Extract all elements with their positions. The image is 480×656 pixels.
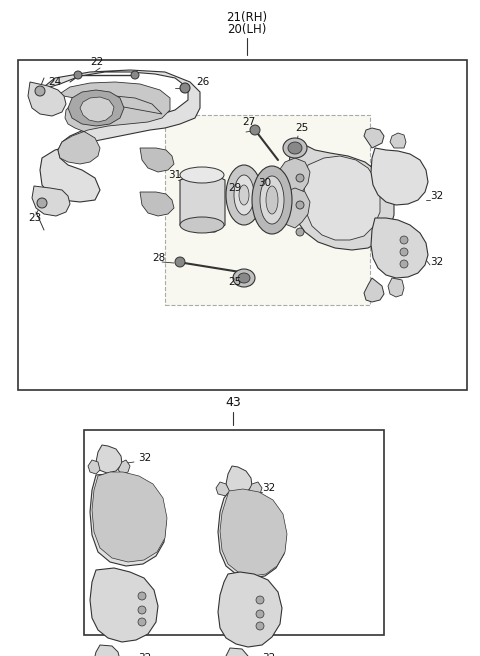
Circle shape: [37, 198, 47, 208]
Polygon shape: [58, 82, 170, 164]
Polygon shape: [220, 489, 287, 576]
Polygon shape: [226, 466, 252, 495]
Text: 30: 30: [258, 178, 271, 188]
Circle shape: [296, 228, 304, 236]
Text: 32: 32: [430, 191, 443, 201]
Polygon shape: [216, 482, 230, 496]
Ellipse shape: [260, 176, 284, 224]
Text: 25: 25: [228, 277, 241, 287]
Ellipse shape: [233, 269, 255, 287]
Circle shape: [138, 592, 146, 600]
Ellipse shape: [266, 186, 278, 214]
Ellipse shape: [283, 138, 307, 158]
Polygon shape: [278, 188, 310, 228]
Ellipse shape: [234, 175, 254, 215]
Polygon shape: [140, 148, 174, 172]
Ellipse shape: [226, 165, 262, 225]
Text: 28: 28: [152, 253, 165, 263]
Text: 29: 29: [228, 183, 241, 193]
Ellipse shape: [180, 217, 224, 233]
Polygon shape: [118, 460, 130, 474]
Polygon shape: [88, 460, 100, 474]
Polygon shape: [96, 445, 122, 473]
Circle shape: [256, 610, 264, 618]
Text: 23: 23: [28, 213, 41, 223]
Ellipse shape: [239, 185, 249, 205]
Text: 24: 24: [48, 77, 61, 87]
Circle shape: [180, 83, 190, 93]
Ellipse shape: [288, 142, 302, 154]
Ellipse shape: [252, 166, 292, 234]
Circle shape: [35, 86, 45, 96]
Polygon shape: [68, 90, 124, 126]
Circle shape: [256, 596, 264, 604]
Polygon shape: [218, 491, 286, 578]
Circle shape: [74, 71, 82, 79]
Bar: [165, 115, 370, 305]
Circle shape: [400, 236, 408, 244]
Text: 22: 22: [90, 57, 103, 67]
Polygon shape: [90, 568, 158, 642]
Polygon shape: [388, 278, 404, 297]
Text: 32: 32: [262, 483, 275, 493]
Circle shape: [131, 71, 139, 79]
Circle shape: [296, 174, 304, 182]
Polygon shape: [40, 70, 200, 202]
Polygon shape: [304, 156, 380, 240]
Text: 31: 31: [168, 170, 181, 180]
Text: 21(RH): 21(RH): [227, 12, 267, 24]
Circle shape: [400, 260, 408, 268]
Circle shape: [296, 201, 304, 209]
Text: 27: 27: [242, 117, 255, 127]
Polygon shape: [390, 133, 406, 148]
Polygon shape: [288, 140, 394, 250]
Circle shape: [138, 606, 146, 614]
Polygon shape: [28, 82, 66, 116]
Text: 32: 32: [430, 257, 443, 267]
Polygon shape: [248, 482, 262, 496]
Text: 25: 25: [295, 123, 308, 133]
Polygon shape: [224, 648, 250, 656]
Polygon shape: [140, 192, 174, 216]
Text: 26: 26: [196, 77, 209, 87]
Text: 32: 32: [138, 453, 151, 463]
Polygon shape: [371, 218, 428, 278]
Polygon shape: [180, 175, 225, 232]
Polygon shape: [371, 148, 428, 205]
Polygon shape: [90, 474, 166, 566]
Polygon shape: [32, 186, 70, 216]
Text: 32: 32: [262, 653, 275, 656]
Circle shape: [400, 248, 408, 256]
Polygon shape: [278, 158, 310, 200]
Ellipse shape: [180, 167, 224, 183]
Polygon shape: [94, 645, 120, 656]
Circle shape: [138, 618, 146, 626]
Text: 20(LH): 20(LH): [228, 24, 267, 37]
Circle shape: [256, 622, 264, 630]
Circle shape: [175, 257, 185, 267]
Text: 43: 43: [225, 396, 241, 409]
Text: 32: 32: [138, 653, 151, 656]
Polygon shape: [364, 278, 384, 302]
Bar: [18, 60, 467, 390]
Bar: [84, 430, 384, 635]
Polygon shape: [92, 472, 167, 562]
Ellipse shape: [238, 273, 250, 283]
Polygon shape: [80, 97, 114, 122]
Polygon shape: [364, 128, 384, 148]
Polygon shape: [218, 572, 282, 647]
Circle shape: [250, 125, 260, 135]
